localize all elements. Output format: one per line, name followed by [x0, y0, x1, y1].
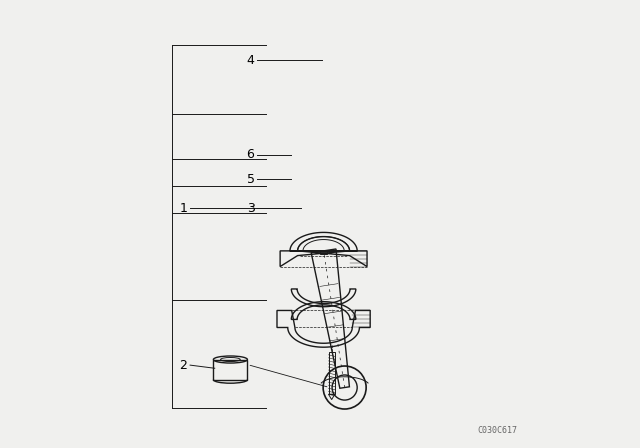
- Text: 5: 5: [246, 172, 255, 186]
- Bar: [213, 359, 248, 380]
- Text: 4: 4: [246, 54, 255, 67]
- Text: 3: 3: [246, 202, 255, 215]
- Text: 2: 2: [179, 358, 188, 372]
- Bar: [320, 250, 327, 254]
- Text: 6: 6: [246, 148, 255, 161]
- Text: C030C617: C030C617: [477, 426, 517, 435]
- Bar: [328, 352, 335, 394]
- Text: 1: 1: [179, 202, 188, 215]
